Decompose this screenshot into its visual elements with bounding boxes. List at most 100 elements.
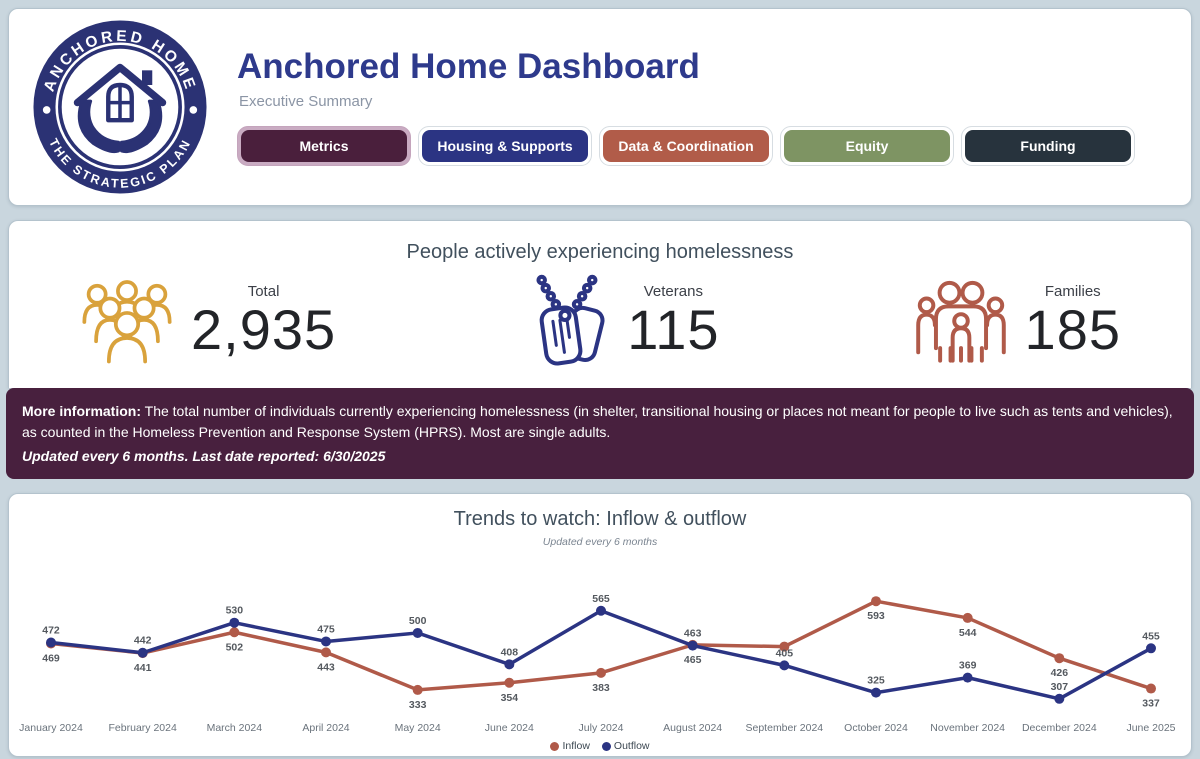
nav-button-funding[interactable]: Funding [965,130,1131,163]
chart-point-outflow [687,640,698,651]
x-axis-label: January 2024 [19,722,83,734]
metric-families: Families 185 [913,278,1121,366]
chart-point-outflow [962,672,973,683]
legend-dot-inflow [550,741,560,751]
more-information-banner: More information: The total number of in… [6,388,1194,479]
nav-pill-data-coordination: Data & Coordination [599,126,773,167]
data-label-outflow: 530 [226,605,244,617]
legend-label-inflow: Inflow [562,740,590,752]
chart-point-outflow [779,660,790,671]
legend-item-inflow: Inflow [550,740,590,752]
header-card: ANCHORED HOME THE STRATEGIC PLAN [8,8,1192,206]
people-group-icon [82,280,172,364]
data-label-outflow: 455 [1142,630,1160,642]
metric-value-veterans: 115 [627,298,720,362]
chart-point-inflow [412,684,423,695]
dog-tags-icon [536,274,605,366]
nav-pill-equity: Equity [780,126,954,167]
chart-legend: Inflow Outflow [9,740,1191,752]
chart-point-inflow [779,641,790,652]
banner-text: The total number of individuals currentl… [22,403,1173,440]
data-label-inflow: 333 [409,699,427,711]
page-subtitle: Executive Summary [239,93,373,111]
trend-chart: 469 441 502 443 333 354 383 465 593 544 426 337 472 4… [19,593,1176,734]
chart-point-outflow [229,617,240,628]
header-text-block: Anchored Home Dashboard Executive Summar… [237,46,1171,167]
data-label-outflow: 369 [959,660,977,672]
data-label-outflow: 472 [42,624,60,636]
chart-point-outflow [871,687,881,698]
chart-point-outflow [137,647,148,658]
x-axis-label: June 2025 [1126,722,1175,734]
chart-point-outflow [504,659,515,670]
data-label-inflow: 443 [317,661,335,673]
nav-button-housing-supports[interactable]: Housing & Supports [422,130,588,163]
nav-button-data-coordination[interactable]: Data & Coordination [603,130,769,163]
chart-point-outflow [321,636,331,647]
data-label-outflow: 500 [409,615,427,627]
chart-point-inflow [1146,683,1156,694]
x-axis-label: May 2024 [395,722,441,734]
data-label-inflow: 593 [867,610,885,622]
legend-label-outflow: Outflow [613,740,650,752]
nav-pill-housing-supports: Housing & Supports [418,126,592,167]
data-label-inflow: 337 [1142,698,1160,710]
chart-point-inflow [596,667,606,678]
trends-card: Trends to watch: Inflow & outflow Update… [8,493,1192,757]
data-label-inflow: 354 [501,692,519,704]
chart-subtitle: Updated every 6 months [542,536,658,548]
chart-point-inflow [871,596,881,607]
x-axis-label: April 2024 [302,722,349,734]
chart-point-inflow [962,612,973,623]
x-axis-label: June 2024 [485,722,534,734]
chart-point-outflow [1146,643,1156,654]
metric-label-families: Families [1044,283,1101,301]
x-axis-label: August 2024 [663,722,722,734]
data-label-outflow: 475 [317,623,335,635]
chart-point-inflow [1054,653,1065,664]
metric-value-total: 2,935 [191,298,337,362]
data-label-outflow: 408 [501,646,519,658]
nav-button-metrics[interactable]: Metrics [241,130,407,163]
x-axis-label: December 2024 [1022,722,1097,734]
chart-point-inflow [229,627,240,638]
data-label-inflow: 469 [42,653,60,665]
data-label-outflow: 405 [776,647,794,659]
banner-body: More information: The total number of in… [22,401,1178,443]
legend-item-outflow: Outflow [601,740,650,752]
metric-total: Total 2,935 [79,279,336,365]
family-icon [915,280,1006,363]
chart-point-outflow [1054,693,1065,704]
chart-point-inflow [504,677,515,688]
metrics-title: People actively experiencing homelessnes… [406,241,794,263]
nav-pill-metrics: Metrics [237,126,411,167]
logo-badge-icon: ANCHORED HOME THE STRATEGIC PLAN [33,20,207,194]
metrics-card: People actively experiencing homelessnes… [8,220,1192,388]
banner-lead: More information: [22,403,141,419]
data-label-inflow: 502 [226,641,244,653]
nav-button-equity[interactable]: Equity [784,130,950,163]
data-label-outflow: 442 [134,635,152,647]
metric-label-veterans: Veterans [643,283,703,301]
x-axis-label: March 2024 [207,722,263,734]
chart-point-inflow [321,647,331,658]
x-axis-label: September 2024 [746,722,824,734]
data-label-outflow: 565 [592,593,610,605]
data-label-inflow: 383 [592,682,610,694]
data-label-inflow: 426 [1051,667,1069,679]
data-label-inflow: 465 [684,654,702,666]
data-label-outflow: 307 [1051,681,1069,693]
x-axis-label: November 2024 [930,722,1005,734]
x-axis-label: October 2024 [844,722,908,734]
metric-label-total: Total [247,283,280,301]
data-label-inflow: 544 [959,627,977,639]
metrics-row: Total 2,935 [39,274,1161,370]
nav-tabs: Metrics Housing & Supports Data & Coordina… [237,126,1171,167]
metrics-section: People actively experiencing homelessnes… [6,220,1194,479]
data-label-outflow: 463 [684,628,702,640]
chart-point-outflow [412,627,423,638]
data-label-outflow: 325 [867,675,885,687]
x-axis-label: July 2024 [579,722,624,734]
chart-point-outflow [596,605,606,616]
page-title: Anchored Home Dashboard [237,46,700,86]
